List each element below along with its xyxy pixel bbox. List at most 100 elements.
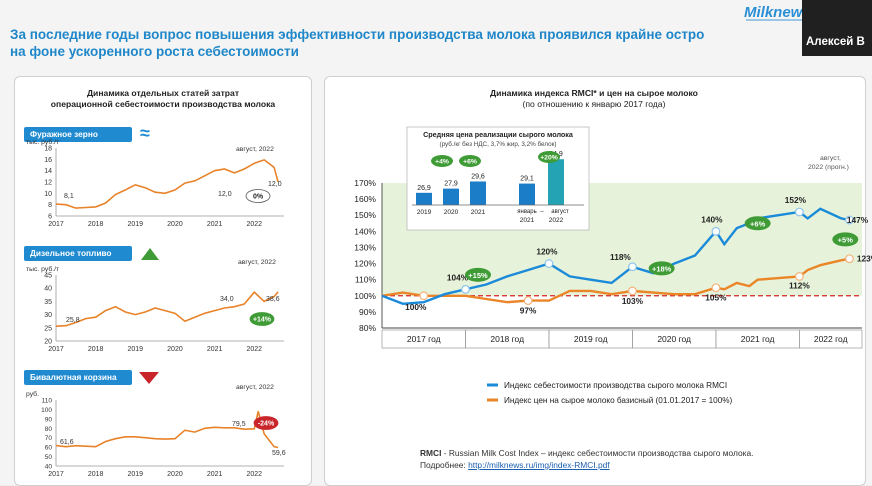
inset-category-label: 2021 [471,209,486,216]
mini-ytick-label: 50 [45,454,53,461]
mini-xtick-label: 2018 [88,221,104,228]
rmci-point-label: 118% [610,252,631,262]
main-ytick-label: 110% [355,275,377,285]
price-point-label: 97% [520,306,537,316]
triangle-down-icon [139,372,159,384]
mini-ytick-label: 40 [44,286,52,293]
inset-growth-label: +4% [435,159,449,166]
main-ytick-label: 140% [354,226,376,236]
mini-ytick-label: 100 [41,407,52,414]
end-period-label-a: август, [820,155,841,162]
inset-growth-badge [459,155,481,167]
approx-sign-icon: ≈ [140,123,150,143]
mini-ytick-label: 90 [45,416,53,423]
mini-ytick-label: 45 [44,273,52,280]
growth-badge [648,261,675,276]
rmci-point-label: 104% [447,272,469,282]
inset-category-label: 2019 [417,209,432,216]
mini-xtick-label: 2022 [246,471,262,478]
mini-ytick-label: 6 [48,214,52,221]
mini-series-line [55,159,279,209]
inset-growth-badge [538,151,560,163]
inset-category-label: 2020 [444,209,459,216]
source-note: RMCI - Russian Milk Cost Index – индекс … [420,447,753,471]
inset-bar-value: 26,9 [417,185,431,192]
legend-label-price: Индекс цен на сырое молоко базисный (01.… [504,396,733,405]
growth-badge [832,232,859,247]
main-xtick-label: 2019 год [574,334,608,344]
mini-ylabel: тыс. руб./т [26,265,59,273]
mini-xtick-label: 2022 [246,346,262,353]
slide-title-line1: За последние годы вопрос повышения эффек… [10,27,705,42]
mini-xtick-label: 2018 [88,346,104,353]
inset-bar-value: 29,6 [471,173,485,180]
mini-ref-label: 34,0 [220,296,234,303]
rmci-point-marker [711,226,721,236]
mini-ytick-label: 10 [44,191,52,198]
inset-bar [443,188,459,205]
inset-bar [470,181,486,205]
mini-period-label: август, 2022 [236,384,274,391]
mini-ref-label: 79,5 [232,421,246,428]
rmci-point-marker [628,262,637,272]
rmci-point-label: 120% [536,247,558,257]
mini-period-label: август, 2022 [238,259,276,266]
mini-series-line [55,291,279,327]
cost-items-title-line2: операционной себестоимости производства … [50,99,276,109]
diesel-tag: Дизельное топливо [24,246,132,261]
mini-ytick-label: 25 [44,325,52,332]
mini-ytick-label: 80 [45,426,53,433]
inset-title: Средняя цена реализации сырого молока [423,130,574,139]
mini-ytick-label: 16 [44,157,52,164]
main-xtick-label: 2017 год [407,334,441,344]
main-ytick-label: 170% [354,178,376,188]
mini-series-line [55,411,279,449]
source-rmci-abbrev: RMCI [420,448,442,458]
mini-ytick-label: 30 [44,312,52,319]
main-ytick-label: 160% [354,194,376,204]
source-more-label: Подробнее: [420,460,469,470]
price-point-label: 105% [705,293,727,303]
mini-change-label: 0% [253,194,264,201]
inset-category-label: 2021 [520,217,535,224]
legend-label-rmci: Индекс себестоимости производства сырого… [504,381,727,390]
price-point-marker [419,291,429,301]
rmci-point-label: 147% [847,215,869,225]
rmci-point-marker [461,284,470,294]
mini-end-label: 59,6 [272,450,286,457]
source-link[interactable]: http://milknews.ru/img/index-RMCI.pdf [468,460,610,470]
rmci-point-label: 152% [785,195,807,205]
inset-subtitle: (руб./кг без НДС, 3,7% жир, 3,2% белок) [440,140,557,148]
inset-bar-value: 29,1 [520,176,534,183]
mini-xtick-label: 2021 [207,221,223,228]
price-point-marker [845,254,854,264]
price-point-label: 100% [405,302,427,312]
mini-xtick-label: 2017 [48,471,64,478]
mini-ytick-label: 12 [44,180,52,187]
mini-xtick-label: 2018 [88,471,104,478]
inset-category-label: 2022 [549,217,564,224]
inset-growth-label: +20% [540,155,558,162]
mini-xtick-label: 2021 [207,346,223,353]
mini-xtick-label: 2022 [246,221,262,228]
price-point-label: 112% [789,280,810,290]
presenter-video-tile[interactable] [802,0,872,56]
mini-xtick-label: 2019 [128,346,144,353]
mini-xtick-label: 2020 [167,346,183,353]
rmci-point-marker [544,259,554,268]
growth-badge [465,267,491,282]
growth-badge-label: +18% [652,264,672,273]
main-xtick-label: 2018 год [490,334,524,344]
inset-bar [548,159,564,205]
slide-title-line2: на фоне ускоренного роста себестоимости [10,44,299,59]
price-point-label: 103% [622,296,644,306]
mini-xtick-label: 2020 [167,471,183,478]
price-point-marker [711,283,721,293]
inset-bar [416,192,432,205]
main-xtick-label: 2021 год [741,334,775,344]
mini-end-label: 38,6 [266,296,280,303]
mini-xtick-label: 2017 [48,346,64,353]
main-ytick-label: 90% [359,307,376,317]
